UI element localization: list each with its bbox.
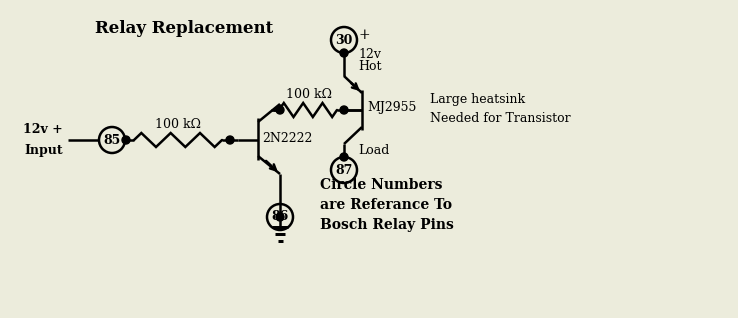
Circle shape: [340, 49, 348, 57]
Text: 2N2222: 2N2222: [262, 132, 312, 144]
Text: are Referance To: are Referance To: [320, 198, 452, 212]
Text: 86: 86: [272, 211, 289, 224]
Circle shape: [276, 213, 284, 221]
Text: +: +: [358, 28, 370, 42]
Text: 12v: 12v: [358, 48, 381, 61]
Text: Hot: Hot: [358, 60, 382, 73]
Text: 100 kΩ: 100 kΩ: [155, 118, 201, 131]
Circle shape: [340, 106, 348, 114]
Text: Circle Numbers: Circle Numbers: [320, 178, 443, 192]
Text: Large heatsink: Large heatsink: [430, 93, 525, 107]
Circle shape: [340, 153, 348, 161]
Circle shape: [122, 136, 130, 144]
Text: 100 kΩ: 100 kΩ: [286, 88, 332, 101]
Text: Load: Load: [358, 143, 390, 156]
Circle shape: [276, 106, 284, 114]
Text: Input: Input: [24, 144, 63, 157]
Text: Needed for Transistor: Needed for Transistor: [430, 112, 570, 125]
Text: MJ2955: MJ2955: [367, 101, 416, 114]
Text: Relay Replacement: Relay Replacement: [95, 20, 273, 37]
Text: 85: 85: [103, 134, 120, 147]
Text: Bosch Relay Pins: Bosch Relay Pins: [320, 218, 454, 232]
Text: 12v +: 12v +: [24, 123, 63, 136]
Circle shape: [226, 136, 234, 144]
Text: 87: 87: [335, 163, 353, 176]
Text: 30: 30: [335, 33, 353, 46]
